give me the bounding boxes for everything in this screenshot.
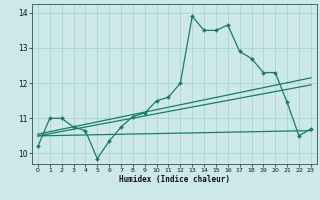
X-axis label: Humidex (Indice chaleur): Humidex (Indice chaleur) (119, 175, 230, 184)
